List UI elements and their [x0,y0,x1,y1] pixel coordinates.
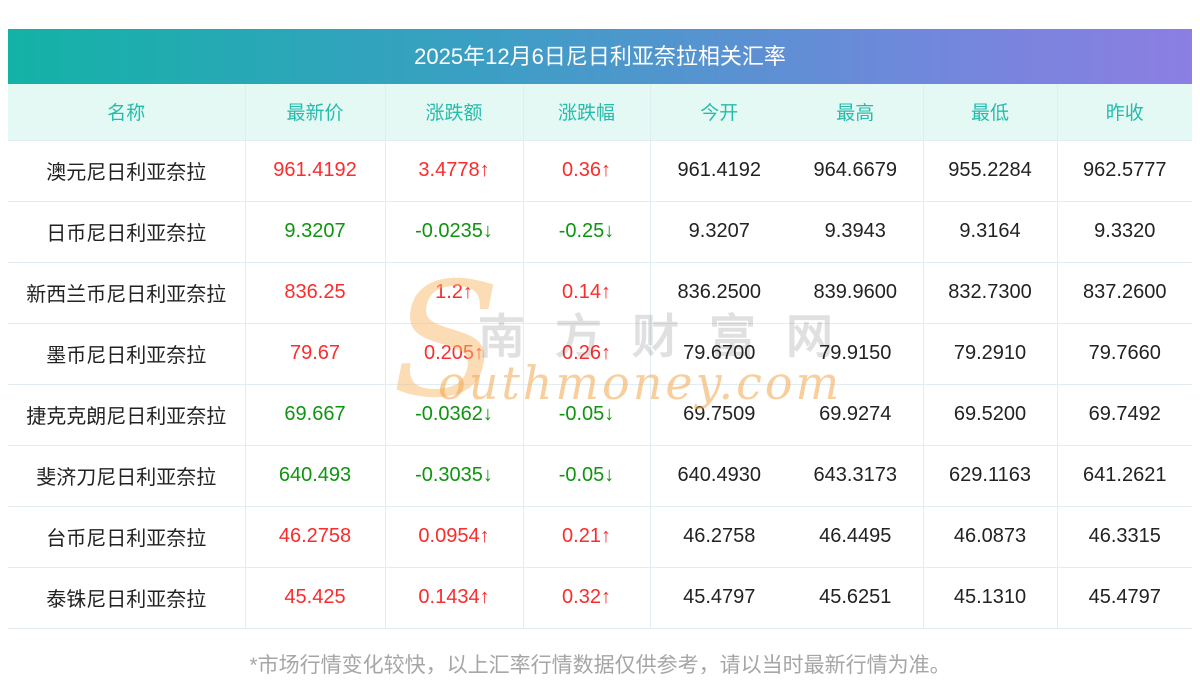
cell-latest-price: 640.493 [244,444,385,506]
cell-high: 964.6679 [788,139,923,201]
cell-change-percent: -0.05↓ [522,444,650,506]
cell-name: 墨币尼日利亚奈拉 [8,322,245,384]
cell-low: 9.3164 [922,200,1057,262]
cell-high: 45.6251 [788,566,923,629]
column-header-low: 最低 [922,84,1057,140]
cell-latest-price: 9.3207 [244,200,385,262]
cell-latest-price: 961.4192 [244,139,385,201]
cell-open: 836.2500 [649,261,788,323]
cell-prev-close: 45.4797 [1056,566,1192,629]
cell-open: 640.4930 [649,444,788,506]
cell-high: 839.9600 [788,261,923,323]
cell-open: 46.2758 [649,505,788,567]
rates-table: 名称 最新价 涨跌额 涨跌幅 今开 最高 最低 昨收 澳元尼日利亚奈拉 961.… [8,84,1192,629]
table-row: 新西兰币尼日利亚奈拉 836.25 1.2↑ 0.14↑ 836.2500 83… [8,261,1192,323]
cell-name: 斐济刀尼日利亚奈拉 [8,444,245,506]
cell-change-percent: 0.21↑ [522,505,650,567]
cell-change-percent: 0.36↑ [522,139,650,201]
cell-prev-close: 837.2600 [1056,261,1192,323]
cell-low: 45.1310 [922,566,1057,629]
column-header-prev-close: 昨收 [1056,84,1192,140]
cell-change-amount: 3.4778↑ [384,139,523,201]
cell-name: 新西兰币尼日利亚奈拉 [8,261,245,323]
cell-name: 澳元尼日利亚奈拉 [8,139,245,201]
table-row: 墨币尼日利亚奈拉 79.67 0.205↑ 0.26↑ 79.6700 79.9… [8,322,1192,384]
cell-open: 9.3207 [649,200,788,262]
cell-open: 45.4797 [649,566,788,629]
cell-high: 79.9150 [788,322,923,384]
column-header-name: 名称 [8,84,245,140]
cell-latest-price: 79.67 [244,322,385,384]
cell-high: 643.3173 [788,444,923,506]
cell-open: 961.4192 [649,139,788,201]
cell-name: 台币尼日利亚奈拉 [8,505,245,567]
cell-change-amount: 0.205↑ [384,322,523,384]
cell-prev-close: 46.3315 [1056,505,1192,567]
cell-change-amount: -0.0235↓ [384,200,523,262]
cell-low: 832.7300 [922,261,1057,323]
cell-change-percent: 0.26↑ [522,322,650,384]
cell-high: 46.4495 [788,505,923,567]
cell-change-amount: -0.3035↓ [384,444,523,506]
cell-low: 69.5200 [922,383,1057,445]
cell-change-percent: 0.32↑ [522,566,650,629]
cell-latest-price: 46.2758 [244,505,385,567]
cell-change-amount: 1.2↑ [384,261,523,323]
cell-open: 79.6700 [649,322,788,384]
cell-open: 69.7509 [649,383,788,445]
table-row: 泰铢尼日利亚奈拉 45.425 0.1434↑ 0.32↑ 45.4797 45… [8,566,1192,629]
cell-name: 日币尼日利亚奈拉 [8,200,245,262]
column-header-change-amount: 涨跌额 [384,84,523,140]
cell-low: 629.1163 [922,444,1057,506]
cell-change-percent: -0.05↓ [522,383,650,445]
column-header-change-percent: 涨跌幅 [522,84,650,140]
table-row: 日币尼日利亚奈拉 9.3207 -0.0235↓ -0.25↓ 9.3207 9… [8,200,1192,262]
cell-high: 9.3943 [788,200,923,262]
table-row: 斐济刀尼日利亚奈拉 640.493 -0.3035↓ -0.05↓ 640.49… [8,444,1192,506]
cell-change-amount: -0.0362↓ [384,383,523,445]
cell-change-amount: 0.1434↑ [384,566,523,629]
table-title: 2025年12月6日尼日利亚奈拉相关汇率 [8,29,1192,84]
header-row: 名称 最新价 涨跌额 涨跌幅 今开 最高 最低 昨收 [8,84,1192,140]
cell-prev-close: 79.7660 [1056,322,1192,384]
cell-latest-price: 836.25 [244,261,385,323]
cell-prev-close: 9.3320 [1056,200,1192,262]
disclaimer-text: *市场行情变化较快，以上汇率行情数据仅供参考，请以当时最新行情为准。 [249,654,951,677]
cell-low: 955.2284 [922,139,1057,201]
table-row: 台币尼日利亚奈拉 46.2758 0.0954↑ 0.21↑ 46.2758 4… [8,505,1192,567]
cell-change-amount: 0.0954↑ [384,505,523,567]
cell-latest-price: 45.425 [244,566,385,629]
cell-low: 79.2910 [922,322,1057,384]
cell-prev-close: 962.5777 [1056,139,1192,201]
cell-change-percent: -0.25↓ [522,200,650,262]
cell-prev-close: 69.7492 [1056,383,1192,445]
cell-name: 捷克克朗尼日利亚奈拉 [8,383,245,445]
exchange-rate-table: 2025年12月6日尼日利亚奈拉相关汇率 名称 最新价 涨跌额 涨跌幅 今开 最… [8,29,1192,629]
cell-prev-close: 641.2621 [1056,444,1192,506]
table-row: 捷克克朗尼日利亚奈拉 69.667 -0.0362↓ -0.05↓ 69.750… [8,383,1192,445]
cell-high: 69.9274 [788,383,923,445]
cell-low: 46.0873 [922,505,1057,567]
cell-latest-price: 69.667 [244,383,385,445]
table-row: 澳元尼日利亚奈拉 961.4192 3.4778↑ 0.36↑ 961.4192… [8,139,1192,201]
column-header-latest-price: 最新价 [244,84,385,140]
column-header-open: 今开 [649,84,788,140]
column-header-high: 最高 [788,84,923,140]
cell-change-percent: 0.14↑ [522,261,650,323]
cell-name: 泰铢尼日利亚奈拉 [8,566,245,629]
